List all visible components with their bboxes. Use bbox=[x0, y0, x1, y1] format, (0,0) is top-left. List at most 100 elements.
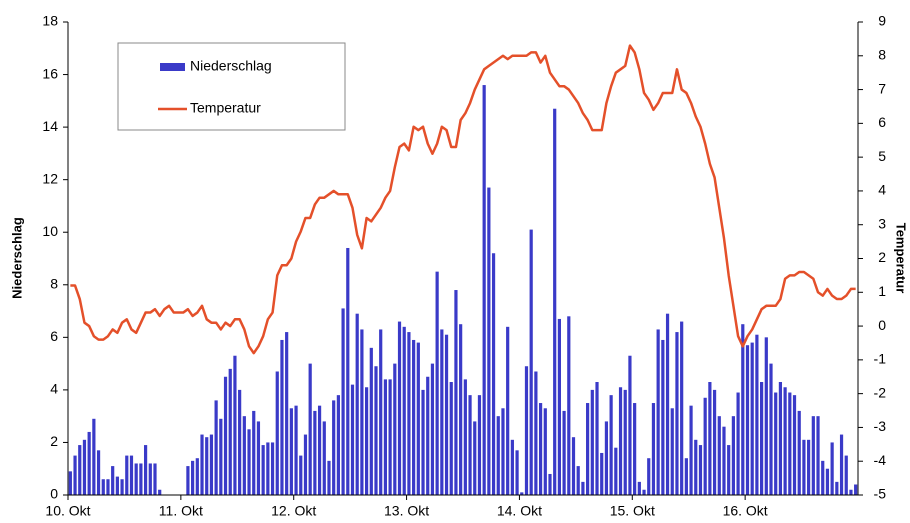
y2-tick-label: 2 bbox=[878, 249, 886, 265]
bar bbox=[553, 108, 557, 495]
bar bbox=[807, 439, 811, 495]
bar bbox=[454, 290, 458, 495]
bar bbox=[355, 313, 359, 495]
bar bbox=[661, 339, 665, 495]
bar bbox=[538, 403, 543, 495]
bar bbox=[430, 363, 435, 495]
bar bbox=[830, 442, 834, 495]
bar bbox=[285, 332, 289, 495]
bar bbox=[675, 332, 679, 495]
bar bbox=[586, 403, 590, 495]
bar bbox=[473, 421, 477, 495]
y2-tick-label: 1 bbox=[878, 283, 886, 299]
bar bbox=[487, 187, 491, 496]
bar bbox=[82, 439, 87, 495]
bar bbox=[247, 429, 251, 495]
bar bbox=[783, 387, 787, 495]
bar bbox=[839, 434, 844, 495]
y-tick-label: 12 bbox=[42, 170, 58, 186]
bar bbox=[303, 434, 308, 495]
y-tick-label: 14 bbox=[42, 118, 58, 134]
bar bbox=[205, 437, 209, 495]
bar bbox=[365, 387, 369, 495]
bar bbox=[764, 337, 768, 495]
y2-tick-label: -1 bbox=[874, 351, 887, 367]
y-tick-label: 10 bbox=[42, 223, 58, 239]
bar bbox=[548, 473, 552, 495]
y2-tick-label: -4 bbox=[874, 452, 887, 468]
x-tick-label: 12. Okt bbox=[271, 503, 316, 519]
x-tick-label: 11. Okt bbox=[159, 503, 203, 519]
bar bbox=[242, 416, 246, 495]
bar bbox=[223, 376, 228, 495]
bar bbox=[788, 392, 792, 495]
bar bbox=[609, 395, 613, 495]
bar bbox=[191, 460, 195, 495]
legend-label: Temperatur bbox=[190, 100, 261, 116]
bar bbox=[590, 389, 594, 495]
y-tick-label: 2 bbox=[50, 433, 58, 449]
bar bbox=[792, 395, 797, 495]
x-tick-label: 14. Okt bbox=[497, 503, 542, 519]
bar bbox=[567, 316, 571, 495]
bar bbox=[186, 466, 190, 495]
y-tick-label: 16 bbox=[42, 65, 58, 81]
bar bbox=[261, 445, 265, 495]
bar bbox=[383, 379, 388, 495]
bar bbox=[684, 458, 688, 495]
bar bbox=[129, 455, 134, 495]
bar bbox=[280, 339, 284, 495]
bar bbox=[68, 471, 72, 495]
bar bbox=[600, 452, 604, 495]
bar bbox=[797, 410, 801, 495]
bar bbox=[219, 418, 223, 495]
bar bbox=[576, 466, 580, 495]
bar bbox=[633, 403, 637, 495]
bar bbox=[656, 329, 660, 495]
bar bbox=[200, 434, 204, 495]
bar bbox=[317, 405, 322, 495]
bar bbox=[821, 460, 825, 495]
bar bbox=[741, 324, 745, 495]
bar bbox=[327, 460, 331, 495]
bar bbox=[712, 389, 717, 495]
bar bbox=[412, 339, 416, 495]
bar bbox=[698, 445, 703, 495]
y2-tick-label: -5 bbox=[874, 486, 887, 502]
bar bbox=[614, 447, 618, 495]
bar bbox=[755, 334, 759, 495]
bar bbox=[562, 410, 566, 495]
bar bbox=[844, 455, 848, 495]
bar bbox=[209, 434, 214, 495]
bar bbox=[557, 318, 561, 495]
temperature-line bbox=[70, 44, 856, 355]
bar bbox=[256, 421, 261, 495]
bar bbox=[233, 355, 237, 495]
y2-tick-label: 7 bbox=[878, 80, 886, 96]
x-tick-label: 13. Okt bbox=[384, 503, 429, 519]
y2-tick-label: 4 bbox=[878, 182, 886, 198]
bar bbox=[322, 421, 326, 495]
bar bbox=[628, 355, 632, 495]
bar bbox=[482, 85, 486, 496]
bar bbox=[651, 403, 656, 495]
bar bbox=[459, 324, 463, 495]
bar bbox=[529, 229, 533, 495]
y2-tick-label: 8 bbox=[878, 46, 886, 62]
bar bbox=[158, 489, 162, 495]
bar bbox=[148, 463, 152, 495]
bar bbox=[96, 450, 101, 495]
x-tick-label: 16. Okt bbox=[723, 503, 768, 519]
y2-tick-label: 9 bbox=[878, 13, 886, 29]
bar bbox=[463, 379, 467, 495]
y2-tick-label: 5 bbox=[878, 148, 886, 164]
bar bbox=[153, 463, 157, 495]
bar bbox=[849, 489, 853, 495]
y-tick-label: 18 bbox=[42, 13, 58, 29]
y-tick-label: 4 bbox=[50, 381, 58, 397]
bar bbox=[477, 395, 482, 495]
bar bbox=[595, 382, 599, 495]
y2-tick-label: 0 bbox=[878, 317, 886, 333]
bar bbox=[618, 387, 623, 495]
bar bbox=[360, 329, 364, 495]
